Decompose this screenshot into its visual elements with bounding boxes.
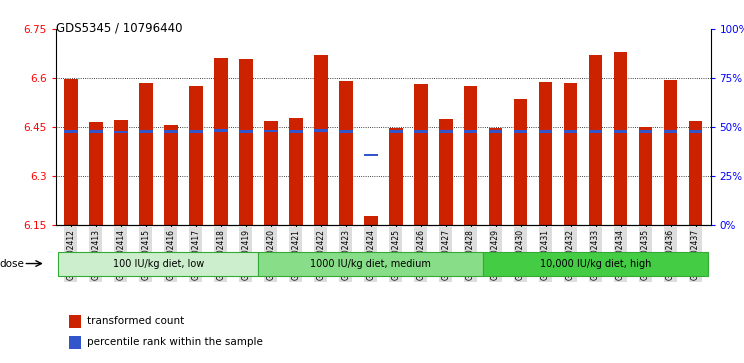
Bar (189, 86, 202, 225)
Bar (64, 130, 77, 132)
Bar (464, 86, 478, 225)
Bar (239, 59, 253, 225)
Bar (289, 130, 303, 132)
Text: 1000 IU/kg diet, medium: 1000 IU/kg diet, medium (310, 258, 431, 269)
Bar (489, 130, 502, 132)
Bar (69, 315, 80, 329)
Bar (689, 121, 702, 225)
Bar (164, 130, 178, 132)
Text: percentile rank within the sample: percentile rank within the sample (87, 337, 263, 347)
Bar (414, 83, 428, 225)
Bar (139, 130, 153, 132)
Bar (539, 82, 553, 225)
Bar (439, 130, 452, 132)
Bar (339, 81, 353, 225)
Bar (614, 52, 627, 225)
Bar (689, 130, 702, 132)
Bar (189, 130, 202, 132)
Bar (638, 130, 652, 132)
Bar (539, 130, 553, 132)
Text: 100 IU/kg diet, low: 100 IU/kg diet, low (112, 258, 204, 269)
Bar (589, 55, 603, 225)
Bar (89, 130, 103, 132)
Bar (638, 127, 652, 225)
Bar (389, 128, 403, 225)
Bar (214, 58, 228, 225)
Text: dose: dose (0, 258, 25, 269)
Bar (513, 99, 527, 225)
Bar (614, 130, 627, 132)
Bar (114, 131, 128, 133)
Bar (139, 83, 153, 225)
Bar (264, 130, 278, 132)
Bar (483, 252, 708, 276)
Text: transformed count: transformed count (87, 316, 185, 326)
Bar (69, 336, 80, 349)
Bar (114, 120, 128, 225)
Bar (589, 130, 603, 132)
Bar (489, 128, 502, 225)
Bar (389, 130, 403, 132)
Bar (564, 83, 577, 225)
Bar (664, 79, 677, 225)
Text: GDS5345 / 10796440: GDS5345 / 10796440 (56, 22, 182, 35)
Bar (464, 130, 478, 132)
Bar (564, 130, 577, 132)
Bar (289, 118, 303, 225)
Bar (64, 79, 77, 225)
Bar (513, 130, 527, 132)
Bar (258, 252, 483, 276)
Bar (314, 55, 327, 225)
Bar (414, 130, 428, 132)
Bar (364, 216, 377, 225)
Text: 10,000 IU/kg diet, high: 10,000 IU/kg diet, high (540, 258, 651, 269)
Bar (58, 252, 258, 276)
Bar (264, 121, 278, 225)
Bar (339, 130, 353, 132)
Bar (364, 154, 377, 156)
Bar (664, 130, 677, 132)
Bar (89, 122, 103, 225)
Bar (314, 129, 327, 132)
Bar (214, 129, 228, 132)
Bar (439, 119, 452, 225)
Bar (164, 125, 178, 225)
Bar (239, 130, 253, 132)
